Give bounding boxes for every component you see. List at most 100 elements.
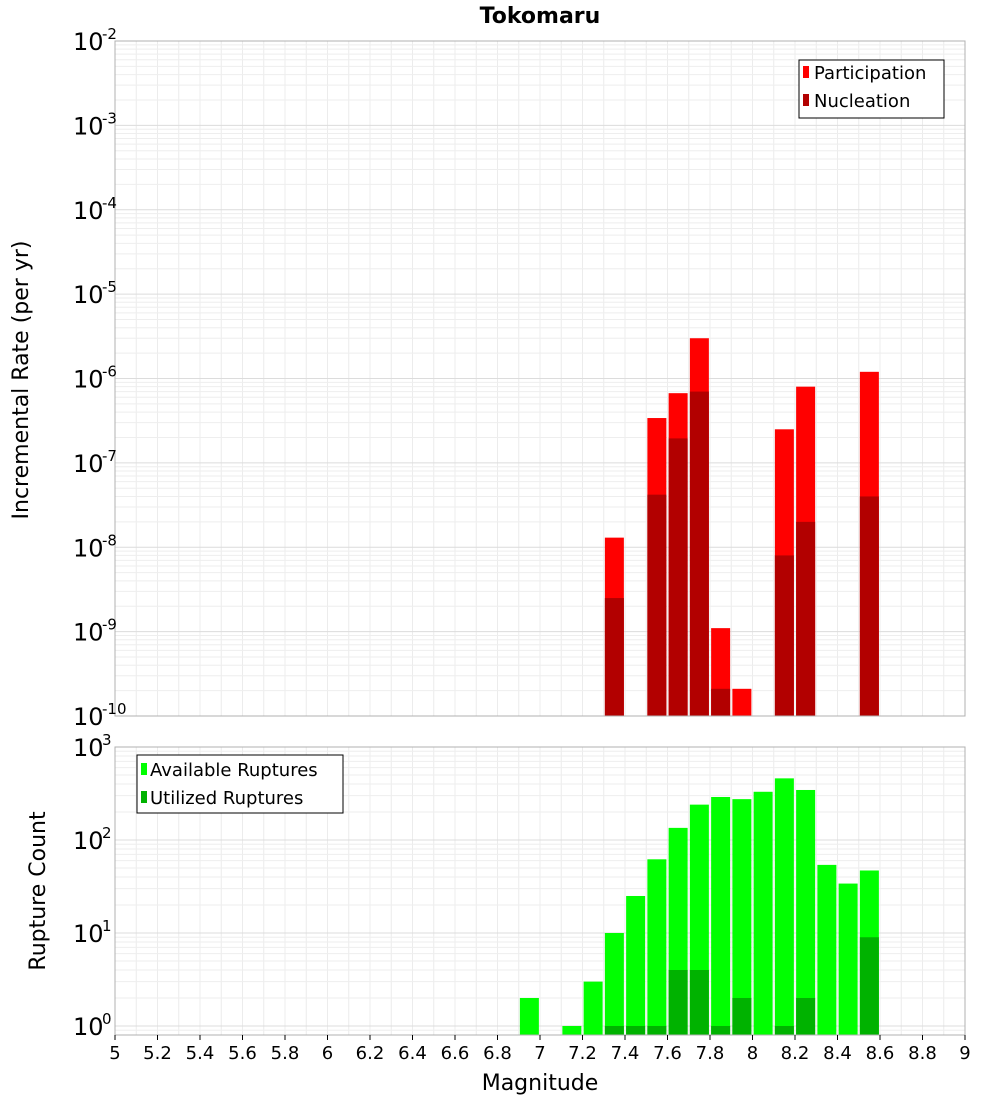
y-tick-exponent: -7 xyxy=(102,447,117,465)
x-tick-label: 7 xyxy=(534,1043,545,1064)
available-ruptures-bar xyxy=(817,864,837,1035)
y-tick-exponent: -9 xyxy=(102,616,117,634)
x-tick-label: 7.8 xyxy=(696,1043,725,1064)
utilized-ruptures-bar xyxy=(732,997,752,1035)
magnitude-x-ticks: 5 5.2 5.4 5.6 5.8 6 6.2 6.4 6.6 6.8 7 7.2 7.4 7.6 7.8 8… xyxy=(109,1035,971,1064)
rate-plot-frame xyxy=(114,40,966,717)
x-tick-label: 8.4 xyxy=(823,1043,852,1064)
x-tick-label: 6.8 xyxy=(483,1043,512,1064)
rate-bars xyxy=(604,338,879,716)
y-tick-exponent: 1 xyxy=(102,917,112,935)
nucleation-bar xyxy=(647,494,667,716)
utilized-ruptures-bar xyxy=(668,969,688,1035)
y-tick-label: 10 xyxy=(73,112,104,140)
rate-grid xyxy=(114,41,966,717)
y-tick-label: 10 xyxy=(73,920,104,948)
x-tick-label: 9 xyxy=(959,1043,970,1064)
legend-swatch-nucleation xyxy=(803,94,809,106)
y-tick-label: 10 xyxy=(73,281,104,309)
rate-y-ticks: 10-210-310-410-510-610-710-810-910-10 xyxy=(73,25,127,731)
y-tick-label: 10 xyxy=(73,450,104,478)
legend-swatch-participation xyxy=(803,66,809,78)
available-ruptures-bar xyxy=(604,932,624,1035)
x-axis-label: Magnitude xyxy=(482,1071,599,1096)
y-tick-exponent: 2 xyxy=(102,824,112,842)
y-tick-exponent: -2 xyxy=(102,25,117,43)
utilized-ruptures-bar xyxy=(711,1025,731,1035)
x-tick-label: 8.6 xyxy=(866,1043,895,1064)
y-tick-label: 10 xyxy=(73,366,104,394)
chart-title: Tokomaru xyxy=(480,4,601,29)
y-tick-label: 10 xyxy=(73,197,104,225)
y-tick-exponent: -4 xyxy=(102,194,117,212)
legend-swatch-utilized xyxy=(141,791,147,803)
x-tick-label: 5.6 xyxy=(228,1043,257,1064)
count-bars xyxy=(519,778,879,1035)
available-ruptures-bar xyxy=(626,895,646,1035)
y-tick-exponent: 0 xyxy=(102,1010,112,1028)
available-ruptures-bar xyxy=(838,883,858,1035)
nucleation-bar xyxy=(604,598,624,716)
utilized-ruptures-bar xyxy=(859,937,879,1035)
available-ruptures-bar xyxy=(583,981,603,1035)
x-tick-label: 8 xyxy=(747,1043,758,1064)
available-ruptures-bar xyxy=(753,791,773,1035)
rate-legend: Participation Nucleation xyxy=(798,59,945,119)
rate-y-axis-label: Incremental Rate (per yr) xyxy=(9,241,34,520)
nucleation-bar xyxy=(668,438,688,716)
legend-label-nucleation: Nucleation xyxy=(814,91,910,112)
nucleation-bar xyxy=(859,496,879,716)
x-tick-label: 5.4 xyxy=(186,1043,215,1064)
nucleation-bar xyxy=(774,555,794,716)
y-tick-exponent: -3 xyxy=(102,109,117,127)
x-tick-label: 8.8 xyxy=(908,1043,937,1064)
x-tick-label: 5 xyxy=(109,1043,120,1064)
available-ruptures-bar xyxy=(774,778,794,1035)
legend-label-available: Available Ruptures xyxy=(150,760,318,781)
y-tick-label: 10 xyxy=(73,28,104,56)
y-tick-exponent: -5 xyxy=(102,278,117,296)
x-tick-label: 7.2 xyxy=(568,1043,597,1064)
nucleation-bar xyxy=(796,521,816,716)
rate-chart: 10-210-310-410-510-610-710-810-910-10 In… xyxy=(9,25,966,731)
y-tick-exponent: -6 xyxy=(102,363,117,381)
available-ruptures-bar xyxy=(796,789,816,1035)
available-ruptures-bar xyxy=(732,799,752,1035)
y-tick-label: 10 xyxy=(73,1013,104,1041)
x-tick-label: 6.4 xyxy=(398,1043,427,1064)
y-tick-label: 10 xyxy=(73,534,104,562)
participation-bar xyxy=(732,688,752,716)
y-tick-label: 10 xyxy=(73,703,104,731)
count-legend: Available Ruptures Utilized Ruptures xyxy=(136,754,344,814)
utilized-ruptures-bar xyxy=(604,1025,624,1035)
x-tick-label: 7.6 xyxy=(653,1043,682,1064)
available-ruptures-bar xyxy=(711,796,731,1035)
legend-label-participation: Participation xyxy=(814,63,926,84)
utilized-ruptures-bar xyxy=(626,1025,646,1035)
count-y-axis-label: Rupture Count xyxy=(26,811,51,971)
legend-label-utilized: Utilized Ruptures xyxy=(150,788,303,809)
y-tick-label: 10 xyxy=(73,734,104,762)
nucleation-bar xyxy=(711,688,731,716)
x-tick-label: 6.6 xyxy=(441,1043,470,1064)
utilized-ruptures-bar xyxy=(796,997,816,1035)
y-tick-exponent: 3 xyxy=(102,731,112,749)
y-tick-exponent: -10 xyxy=(102,700,127,718)
y-tick-exponent: -8 xyxy=(102,531,117,549)
x-tick-label: 5.2 xyxy=(143,1043,172,1064)
legend-swatch-available xyxy=(141,763,147,775)
available-ruptures-bar xyxy=(519,997,539,1035)
available-ruptures-bar xyxy=(562,1025,582,1035)
x-tick-label: 6.2 xyxy=(356,1043,385,1064)
x-tick-label: 8.2 xyxy=(781,1043,810,1064)
x-tick-label: 7.4 xyxy=(611,1043,640,1064)
y-tick-label: 10 xyxy=(73,827,104,855)
nucleation-bar xyxy=(689,391,709,716)
x-tick-label: 5.8 xyxy=(271,1043,300,1064)
utilized-ruptures-bar xyxy=(689,969,709,1035)
x-tick-label: 6 xyxy=(322,1043,333,1064)
y-tick-label: 10 xyxy=(73,619,104,647)
